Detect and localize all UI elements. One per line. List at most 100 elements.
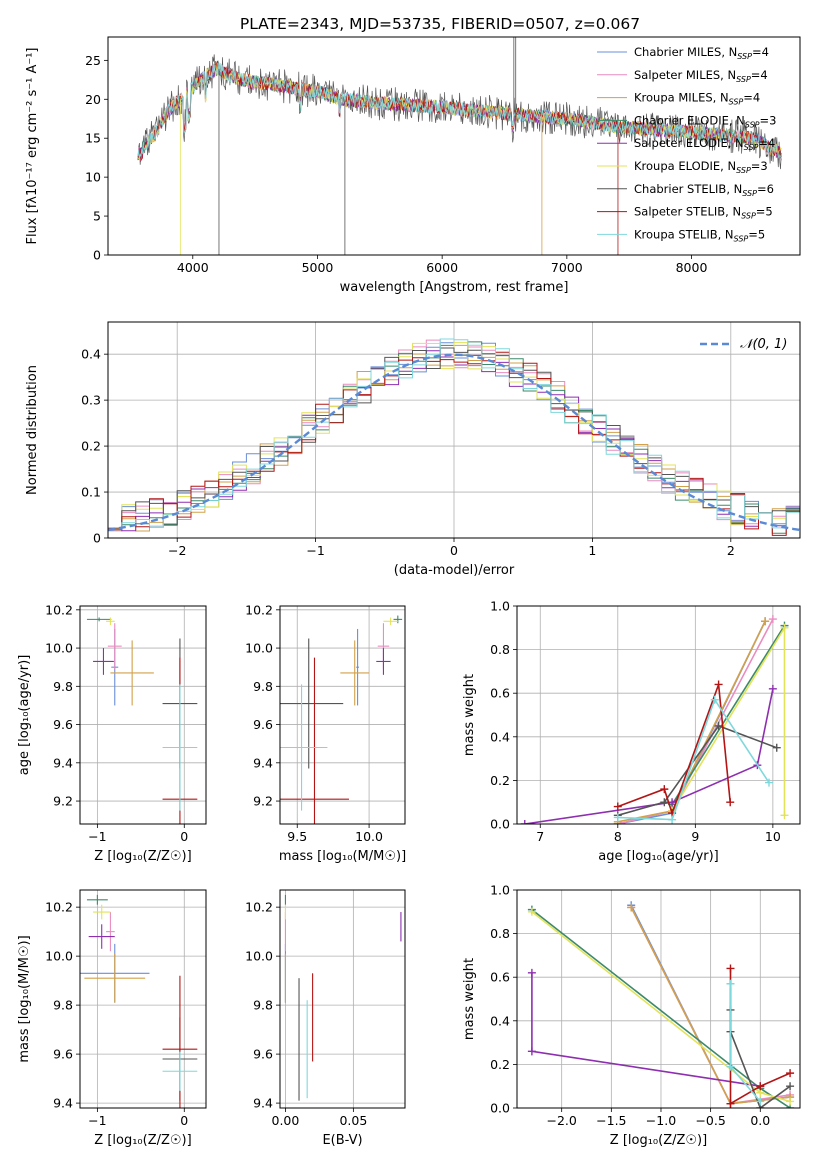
weight-lines	[527, 901, 795, 1108]
x-axis-label: mass [log₁₀(M/M☉)]	[279, 849, 406, 864]
x-tick-label: −1	[88, 1113, 106, 1128]
weight-point	[527, 1047, 536, 1056]
histogram-5	[108, 342, 800, 530]
chart-weight-vs-Z: −2.0 −1.5 −1.0 −0.5 0.0 0.0 0.2 0.4 0.6 0.8 1.0 Z […	[462, 883, 801, 1148]
weight-point	[527, 907, 536, 916]
x-tick-label: 0	[180, 1113, 188, 1128]
weight-point	[668, 815, 677, 824]
axes-frame	[516, 605, 801, 825]
x-tick-label: 0	[450, 543, 458, 558]
errorbars	[284, 894, 402, 1101]
y-tick-label: 9.8	[253, 998, 273, 1013]
weight-point	[768, 615, 777, 624]
weight-point	[627, 903, 636, 912]
normal-curve	[108, 353, 800, 532]
y-tick-label: 9.8	[53, 998, 73, 1013]
weight-point	[768, 684, 777, 693]
y-tick-label: 0.0	[490, 1101, 510, 1116]
y-tick-label: 0.2	[490, 1057, 510, 1072]
y-axis-label: mass weight	[462, 958, 477, 1040]
weight-point	[772, 743, 781, 752]
legend-entry: Kroupa MILES, NSSP=4	[634, 91, 760, 107]
weight-lines	[520, 615, 789, 824]
x-tick-label: −2.0	[547, 1113, 577, 1128]
x-tick-label: 9	[691, 829, 699, 844]
y-tick-label: 0	[93, 248, 101, 263]
errorbars	[80, 894, 198, 1108]
x-tick-label: −1	[306, 543, 324, 558]
x-tick-label: 7000	[551, 260, 583, 275]
axes-frame	[279, 605, 406, 825]
chart-residuals: −2 −1 0 1 2 0 0.1 0.2 0.3 0.4 (data-model)/error No…	[25, 321, 801, 578]
legend: Chabrier MILES, NSSP=4 Salpeter MILES, NS…	[597, 45, 776, 243]
chart-mass-vs-ebv: 0.00 0.05 9.4 9.6 9.8 10.0 10.2 E(B-V)	[245, 889, 406, 1148]
y-tick-label: 9.8	[253, 679, 273, 694]
y-tick-label: 1.0	[490, 599, 510, 614]
y-tick-label: 20	[85, 92, 101, 107]
x-axis-label: wavelength [Angstrom, rest frame]	[340, 280, 569, 295]
x-tick-label: 2	[727, 543, 735, 558]
histogram-8	[108, 338, 800, 529]
weight-point	[527, 968, 536, 977]
y-tick-label: 9.4	[53, 1096, 73, 1111]
legend-entry: Kroupa ELODIE, NSSP=3	[634, 159, 768, 175]
x-tick-label: −1	[88, 829, 106, 844]
errorbars	[86, 617, 198, 824]
axes-frame	[79, 889, 207, 1109]
weight-point	[726, 979, 735, 988]
x-tick-label: 9.5	[287, 829, 307, 844]
weight-point	[726, 964, 735, 973]
y-tick-label: 9.6	[253, 717, 273, 732]
chart-age-vs-Z: −1 0 9.2 9.4 9.6 9.8 10.0 10.2 Z [log₁₀(Z/Z☉)] ag…	[17, 602, 207, 864]
y-tick-label: 9.4	[253, 755, 273, 770]
spectrum-line-6	[137, 54, 782, 170]
x-tick-label: 0.00	[272, 1113, 300, 1128]
weight-point	[714, 721, 723, 730]
weight-series-3	[671, 625, 786, 805]
y-tick-label: 25	[85, 53, 101, 68]
y-axis-label: mass [log₁₀(M/M☉)]	[17, 935, 32, 1062]
x-tick-label: 5000	[302, 260, 334, 275]
y-tick-label: 10.2	[245, 602, 273, 617]
y-tick-label: 0.6	[490, 686, 510, 701]
weight-point	[726, 798, 735, 807]
y-tick-label: 0.4	[490, 1013, 510, 1028]
weight-series-4	[524, 688, 774, 824]
weight-point	[660, 798, 669, 807]
weight-point	[786, 1082, 795, 1091]
x-axis-label: age [log₁₀(age/yr)]	[598, 849, 719, 864]
y-tick-label: 9.6	[53, 717, 73, 732]
y-tick-label: 0.0	[490, 817, 510, 832]
y-tick-label: 9.2	[253, 794, 273, 809]
panels: 4000 5000 6000 7000 80000510152025wavelength…	[17, 36, 801, 1148]
weight-point	[710, 695, 719, 704]
x-tick-label: −1.0	[646, 1113, 676, 1128]
y-tick-label: 9.6	[253, 1047, 273, 1062]
weight-point	[756, 1097, 765, 1106]
axes-frame	[107, 321, 801, 539]
y-axis-label: Flux [fλ10⁻¹⁷ erg cm⁻² s⁻¹ A⁻¹]	[25, 48, 40, 245]
y-tick-label: 15	[85, 131, 101, 146]
histograms	[108, 338, 800, 536]
chart-mass-vs-Z: −1 0 9.4 9.6 9.8 10.0 10.2 Z [log₁₀(Z/Z☉)] mass …	[17, 889, 207, 1148]
legend-entry: Chabrier MILES, NSSP=4	[634, 45, 769, 61]
y-tick-label: 10.0	[45, 641, 73, 656]
weight-point	[761, 617, 770, 626]
weight-point	[764, 778, 773, 787]
y-tick-label: 10	[85, 170, 101, 185]
legend-entry: Kroupa STELIB, NSSP=5	[634, 227, 765, 243]
x-axis-label: E(B-V)	[322, 1133, 362, 1148]
x-axis-label: Z [log₁₀(Z/Z☉)]	[610, 1133, 707, 1148]
y-tick-label: 0.8	[490, 642, 510, 657]
y-tick-label: 10.2	[245, 900, 273, 915]
weight-point	[668, 798, 677, 807]
weight-point	[660, 785, 669, 794]
weight-point	[714, 680, 723, 689]
axes-frame	[79, 605, 207, 825]
y-tick-label: 5	[93, 209, 101, 224]
x-tick-label: 10.0	[355, 829, 383, 844]
x-tick-label: 1	[588, 543, 596, 558]
weight-point	[780, 623, 789, 632]
y-tick-label: 9.2	[53, 794, 73, 809]
y-tick-label: 10.2	[45, 900, 73, 915]
